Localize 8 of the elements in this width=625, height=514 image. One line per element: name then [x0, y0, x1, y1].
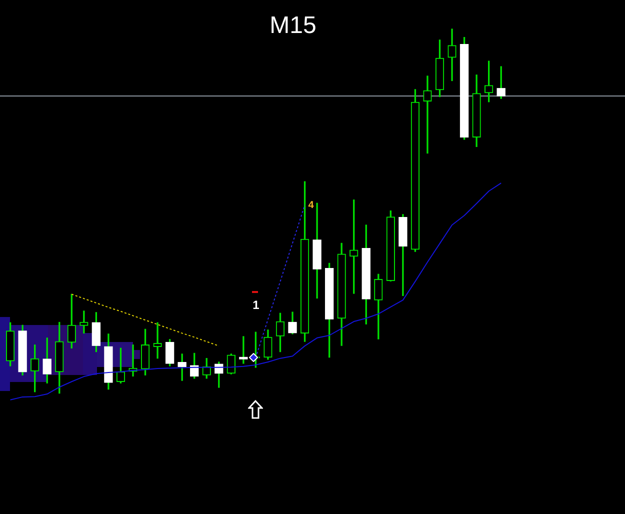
candlestick — [153, 322, 162, 359]
candlestick — [239, 336, 248, 364]
chart-title: M15 — [270, 12, 316, 39]
candlestick — [80, 310, 88, 334]
annotation: 4 — [308, 200, 314, 211]
candlestick — [448, 28, 456, 82]
candlestick — [423, 76, 432, 154]
annotation: 1 — [252, 298, 260, 312]
